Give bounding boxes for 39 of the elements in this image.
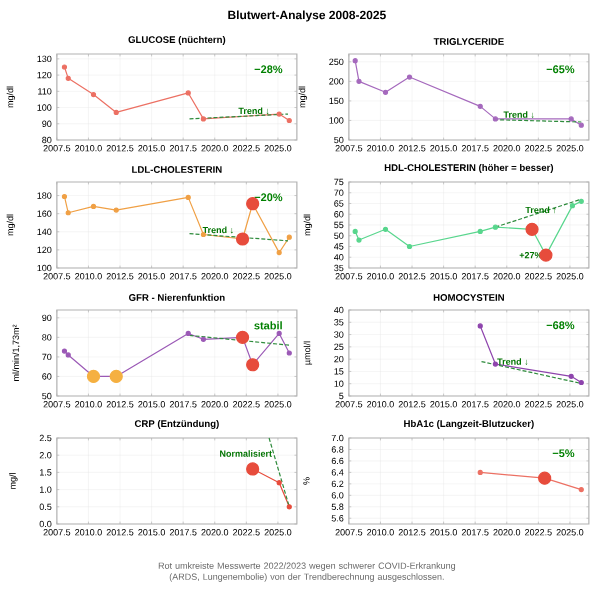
point	[61, 193, 67, 200]
point	[276, 480, 282, 486]
point	[286, 350, 292, 356]
point	[578, 122, 584, 128]
point	[406, 74, 412, 80]
point	[382, 89, 388, 95]
point	[382, 226, 388, 232]
point	[352, 58, 358, 64]
point	[286, 117, 292, 124]
point	[113, 207, 119, 213]
point	[90, 91, 96, 98]
point	[185, 90, 191, 96]
point	[492, 116, 498, 122]
point	[276, 330, 282, 337]
point	[355, 78, 362, 84]
point	[406, 243, 412, 250]
point	[578, 198, 584, 204]
point	[477, 323, 483, 329]
point	[477, 103, 483, 109]
point	[352, 228, 358, 235]
point	[61, 64, 67, 70]
point	[477, 228, 483, 235]
point	[578, 487, 584, 493]
point	[185, 330, 191, 337]
point	[569, 203, 575, 209]
point	[276, 250, 282, 256]
point	[113, 109, 119, 116]
point	[276, 111, 282, 117]
point	[65, 75, 71, 81]
point	[568, 116, 574, 122]
point	[286, 234, 292, 240]
point	[568, 373, 574, 379]
point	[286, 504, 292, 510]
point	[185, 194, 191, 200]
point	[65, 210, 71, 216]
point	[477, 469, 483, 475]
point	[200, 336, 206, 342]
point	[578, 379, 584, 386]
point	[200, 116, 206, 122]
